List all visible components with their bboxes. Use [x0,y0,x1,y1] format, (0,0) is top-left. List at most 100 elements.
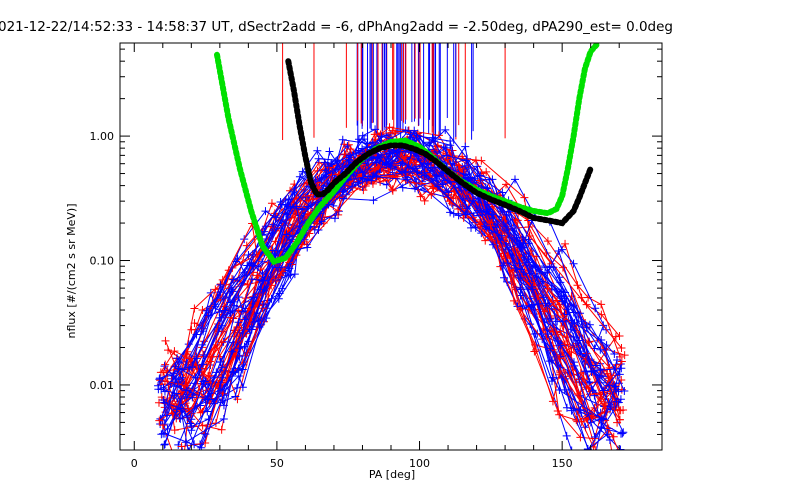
red-series-point [184,404,193,413]
red-series-point [543,237,552,246]
blue-series-point [620,387,629,396]
red-series-point [312,220,321,229]
blue-series-line [180,168,622,412]
blue-series-point [562,431,571,440]
red-series-point [481,236,490,245]
red-series-point [160,377,169,386]
red-series-point [577,293,586,302]
blue-series-point [324,200,333,209]
red-series-point [509,296,518,305]
red-series-point [615,331,624,340]
red-series-point [344,140,353,149]
red-series-point [443,193,452,202]
blue-series-line [161,129,616,425]
blue-series-point [503,259,512,268]
blue-series-point [258,257,267,266]
red-series-point [540,307,549,316]
blue-series-point [581,367,590,376]
blue-series-line [164,153,611,450]
red-series-point [346,145,355,154]
red-series-point [555,410,564,419]
blue-series-point [403,175,412,184]
red-series-point [201,438,210,447]
red-series-point [376,177,385,186]
blue-series-point [548,356,557,365]
blue-series-point [589,367,598,376]
blue-series-point [298,205,307,214]
red-series-point [170,347,179,356]
blue-series-point [487,210,496,219]
blue-series-point [257,276,266,285]
red-series-point [613,418,622,427]
blue-series-point [410,184,419,193]
red-series-point [231,351,240,360]
blue-series-point [234,364,243,373]
red-series-point [170,426,179,435]
x-tick-label: 150 [552,457,573,470]
blue-series-point [231,392,240,401]
y-tick-label: 0.10 [90,255,115,268]
blue-series-point [611,382,620,391]
blue-series-point [398,167,407,176]
red-series-point [388,185,397,194]
blue-series-point [610,349,619,358]
blue-series-point [155,374,164,383]
red-series-point [177,442,186,450]
red-series-point [217,425,226,434]
x-tick-label: 100 [409,457,430,470]
blue-series-point [575,405,584,414]
blue-series-point [604,381,613,390]
blue-series-point [202,306,211,315]
blue-series-point [543,325,552,334]
blue-series-point [198,340,207,349]
red-series-point [561,239,570,248]
blue-series-point [503,224,512,233]
red-series-line [171,150,622,415]
red-series-point [325,163,334,172]
x-tick-label: 0 [131,457,138,470]
blue-series-point [201,430,210,439]
blue-series-point [517,243,526,252]
red-series-point [454,161,463,170]
blue-series-point [548,373,557,382]
blue-series-point [462,156,471,165]
blue-series-point [231,257,240,266]
blue-series-point [199,377,208,386]
red-series-point [185,354,194,363]
red-series-point [567,347,576,356]
blue-series-point [188,466,196,474]
blue-series-point [590,391,599,400]
blue-series-point [199,327,208,336]
blue-series-point [238,383,247,392]
blue-series-point [488,175,497,184]
blue-series-line [177,152,602,446]
black-model-curve-path [285,58,594,227]
measured-series-group [154,123,629,474]
blue-series-point [617,364,626,373]
model-curves-group [214,43,600,266]
blue-series-point [369,196,378,205]
blue-series-point [240,342,249,351]
blue-series-point [502,222,511,231]
blue-series-point [567,446,576,450]
red-series-point [597,300,606,309]
red-series-point [610,457,618,465]
blue-series-line [159,161,625,392]
blue-series-point [249,293,258,302]
blue-series-point [569,308,578,317]
x-axis: 0 50 100 150 [131,43,620,470]
blue-series-point [160,398,169,407]
red-series-point [198,305,207,314]
blue-series-point [597,335,606,344]
blue-series-point [187,426,196,435]
chart-title: 021-12-22/14:52:33 - 14:58:37 UT, dSectr… [0,19,673,35]
blue-series-point [412,133,421,142]
red-series-point [276,271,285,280]
blue-series-point [358,168,367,177]
blue-series-point [313,146,322,155]
blue-series-point [229,275,238,284]
blue-series-point [226,298,235,307]
blue-series-point [433,182,442,191]
blue-series-point [358,131,367,140]
